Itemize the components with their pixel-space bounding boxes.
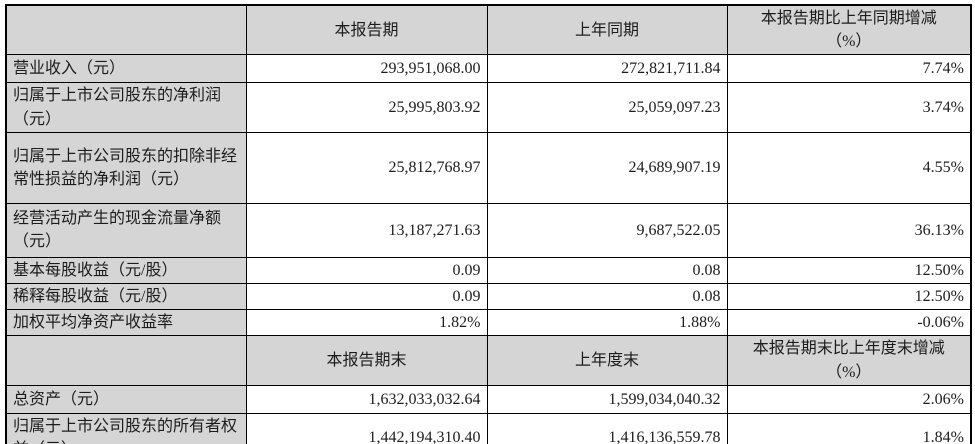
table-row-basic-eps: 基本每股收益（元/股） 0.09 0.08 12.50% (5, 256, 972, 284)
table-row-net-profit-excl-nonrecurring: 归属于上市公司股东的扣除非经常性损益的净利润（元） 25,812,768.97 … (5, 131, 972, 204)
change-value: 4.55% (726, 131, 972, 204)
empty-corner-cell (5, 4, 247, 56)
prior-period-value: 272,821,711.84 (486, 54, 728, 84)
current-period-value: 13,187,271.63 (245, 202, 488, 258)
change-value: 36.13% (726, 202, 972, 258)
metric-label: 归属于上市公司股东的扣除非经常性损益的净利润（元） (5, 131, 247, 204)
change-value: -0.06% (726, 309, 972, 337)
period-end-change-header-line2: （%） (826, 363, 872, 381)
prior-period-value: 1.88% (486, 309, 728, 337)
prior-year-end-value: 1,416,136,559.78 (486, 412, 728, 444)
period-end-change-header: 本报告期末比上年度末增减 （%） (726, 335, 972, 386)
period-end-value: 1,632,033,032.64 (245, 384, 488, 414)
prior-year-end-header: 上年度末 (486, 335, 728, 386)
change-value: 3.74% (726, 82, 972, 133)
period-end-header: 本报告期末 (245, 335, 488, 386)
table-row-total-assets: 总资产（元） 1,632,033,032.64 1,599,034,040.32… (5, 384, 972, 414)
table-row-owners-equity: 归属于上市公司股东的所有者权益（元） 1,442,194,310.40 1,41… (5, 412, 972, 444)
change-value: 12.50% (726, 282, 972, 311)
prior-period-value: 25,059,097.23 (486, 82, 728, 133)
period-end-value: 1,442,194,310.40 (245, 412, 488, 444)
metric-label: 基本每股收益（元/股） (5, 256, 247, 284)
table-row-operating-revenue: 营业收入（元） 293,951,068.00 272,821,711.84 7.… (5, 54, 972, 84)
metric-label: 稀释每股收益（元/股） (5, 282, 247, 311)
current-period-value: 0.09 (245, 282, 488, 311)
period-end-change-header-line1: 本报告期末比上年度末增减 (752, 340, 945, 358)
prior-period-value: 24,689,907.19 (486, 131, 728, 204)
change-value: 7.74% (726, 54, 972, 84)
period-change-header-line1: 本报告期比上年同期增减 (760, 10, 937, 27)
current-period-header: 本报告期 (245, 4, 488, 56)
period-change-header: 本报告期比上年同期增减 （%） (726, 4, 972, 56)
prior-year-end-value: 1,599,034,040.32 (486, 384, 728, 414)
metric-label: 营业收入（元） (5, 54, 247, 84)
prior-period-header: 上年同期 (486, 4, 728, 56)
change-value: 2.06% (726, 384, 972, 414)
current-period-value: 25,812,768.97 (245, 131, 488, 204)
current-period-value: 25,995,803.92 (245, 82, 488, 133)
table-row-weighted-avg-roe: 加权平均净资产收益率 1.82% 1.88% -0.06% (5, 309, 972, 337)
period-change-header-line2: （%） (826, 33, 872, 51)
empty-corner-cell (5, 335, 247, 386)
table-row-net-profit: 归属于上市公司股东的净利润（元） 25,995,803.92 25,059,09… (5, 82, 972, 133)
table-row-operating-cash-flow: 经营活动产生的现金流量净额（元） 13,187,271.63 9,687,522… (5, 202, 972, 258)
metric-label: 加权平均净资产收益率 (5, 309, 247, 337)
prior-period-value: 0.08 (486, 282, 728, 311)
prior-period-value: 0.08 (486, 256, 728, 284)
financial-summary-table: 本报告期 上年同期 本报告期比上年同期增减 （%） 营业收入（元） 293,95… (5, 4, 972, 444)
change-value: 1.84% (726, 412, 972, 444)
change-value: 12.50% (726, 256, 972, 284)
current-period-value: 0.09 (245, 256, 488, 284)
metric-label: 归属于上市公司股东的净利润（元） (5, 82, 247, 133)
prior-period-value: 9,687,522.05 (486, 202, 728, 258)
metric-label: 经营活动产生的现金流量净额（元） (5, 202, 247, 258)
metric-label: 总资产（元） (5, 384, 247, 414)
period-header-row: 本报告期 上年同期 本报告期比上年同期增减 （%） (5, 4, 972, 56)
current-period-value: 1.82% (245, 309, 488, 337)
current-period-value: 293,951,068.00 (245, 54, 488, 84)
table-row-diluted-eps: 稀释每股收益（元/股） 0.09 0.08 12.50% (5, 282, 972, 311)
period-end-header-row: 本报告期末 上年度末 本报告期末比上年度末增减 （%） (5, 335, 972, 386)
metric-label: 归属于上市公司股东的所有者权益（元） (5, 412, 247, 444)
